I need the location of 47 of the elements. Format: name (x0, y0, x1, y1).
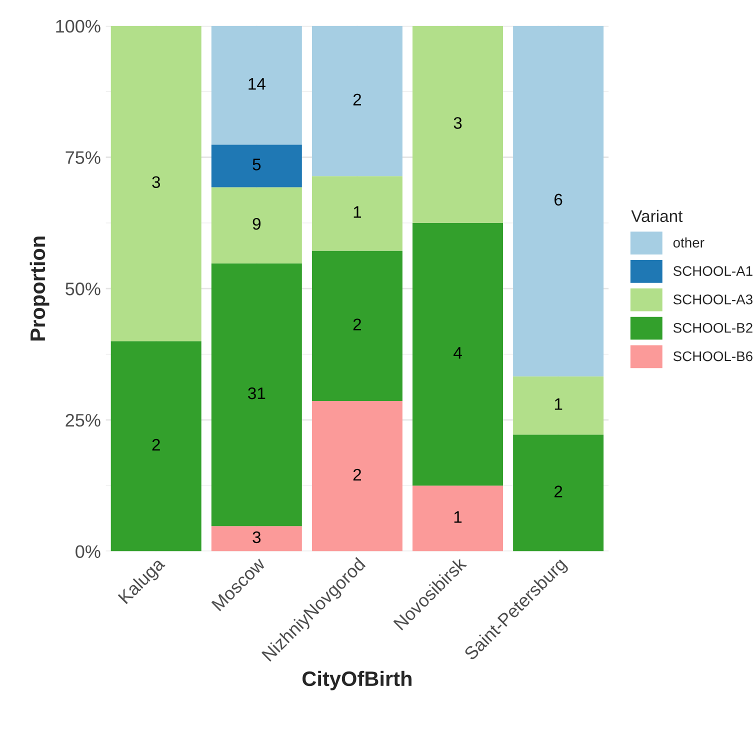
bar (110, 26, 202, 342)
bar (110, 341, 202, 552)
annotation: 31 (248, 387, 266, 400)
annotation: 2 (353, 94, 362, 106)
annotation: 4 (454, 347, 462, 359)
annotation: 1 (354, 206, 362, 218)
legend-label: other (673, 237, 704, 248)
bar (513, 376, 604, 435)
annotation: 3 (454, 117, 462, 129)
y-tick-label: 50% (66, 282, 100, 296)
annotation: 2 (554, 486, 562, 498)
bar (211, 187, 302, 264)
legend-label: SCHOOL-B6 (673, 351, 752, 362)
legend-label: SCHOOL-B2 (673, 322, 752, 333)
bar (412, 26, 504, 223)
legend-label: SCHOOL-A1 (673, 266, 752, 276)
bar (312, 176, 402, 251)
bar (312, 401, 402, 552)
annotation: 2 (353, 318, 362, 330)
annotation: 2 (152, 438, 160, 451)
y-tick-label: 0% (76, 545, 100, 558)
annotation: 9 (252, 218, 261, 230)
annotation: 5 (252, 158, 261, 170)
y-tick-label: 75% (66, 151, 100, 164)
annotation: 3 (252, 531, 261, 544)
bar (412, 486, 504, 552)
bar (312, 250, 402, 402)
bar (513, 434, 604, 552)
y-tick-label: 25% (66, 414, 100, 427)
y-axis-title: Proportion (30, 236, 50, 340)
annotation: 6 (554, 194, 562, 206)
legend-label: SCHOOL-A3 (673, 294, 752, 304)
annotation: 1 (554, 398, 562, 410)
y-tick-label: 100% (56, 20, 100, 33)
bar (211, 144, 302, 188)
annotation: 2 (353, 468, 362, 480)
x-axis-title: CityOfBirth (302, 670, 412, 690)
annotation: 14 (248, 78, 266, 90)
legend-title: Variant (631, 210, 683, 222)
bar (513, 26, 604, 376)
bar (211, 526, 302, 552)
annotation: 3 (152, 176, 160, 188)
bar (211, 26, 302, 145)
bar (412, 222, 504, 486)
annotation: 1 (454, 511, 462, 523)
bar (211, 263, 302, 526)
bar (312, 26, 402, 176)
